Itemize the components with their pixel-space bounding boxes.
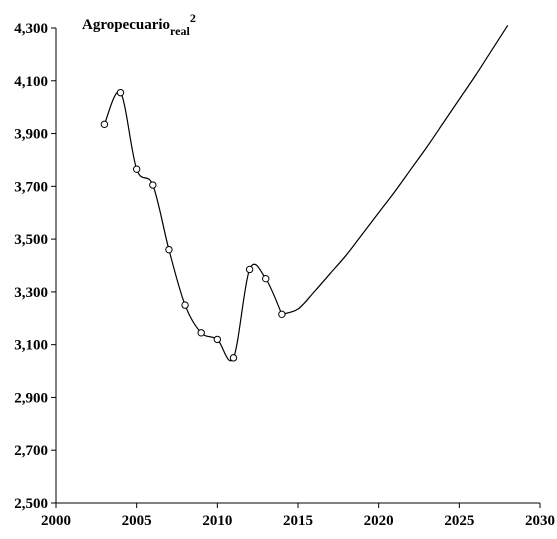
data-point xyxy=(100,120,109,129)
data-point xyxy=(181,301,189,309)
data-point xyxy=(197,329,205,337)
data-point xyxy=(245,265,254,274)
data-point xyxy=(213,335,222,344)
data-point xyxy=(262,274,270,283)
y-tick-label: 3,700 xyxy=(14,179,48,195)
data-point xyxy=(229,354,238,362)
y-tick-label: 3,300 xyxy=(14,285,48,301)
x-tick-label: 2020 xyxy=(364,513,394,529)
y-tick-label: 2,500 xyxy=(14,496,48,512)
y-tick-label: 4,300 xyxy=(14,21,48,37)
markers xyxy=(100,88,286,362)
series xyxy=(103,25,509,362)
y-tick-label: 4,100 xyxy=(14,74,48,90)
series-line xyxy=(103,91,283,362)
y-tick-label: 3,900 xyxy=(14,127,48,143)
x-tick-label: 2010 xyxy=(202,513,232,529)
y-tick-label: 2,900 xyxy=(14,390,48,406)
data-point xyxy=(132,165,141,173)
data-point xyxy=(116,88,125,97)
x-tick-label: 2000 xyxy=(41,513,71,529)
chart-title-subscript: real xyxy=(170,24,190,38)
y-tick-label: 3,100 xyxy=(14,338,48,354)
x-tick-label: 2005 xyxy=(122,513,152,529)
ticks: 2,500 2,700 2,900 3,100 3,300 3,500 3,700 3,900… xyxy=(14,21,555,529)
x-tick-label: 2030 xyxy=(525,513,555,529)
data-point xyxy=(165,245,173,254)
axes xyxy=(55,28,540,504)
data-point xyxy=(149,181,157,189)
projection-line xyxy=(281,25,509,315)
chart-title-base: Agropecuario xyxy=(82,17,170,33)
x-tick-label: 2015 xyxy=(283,513,313,529)
y-tick-label: 3,500 xyxy=(14,232,48,248)
y-tick-label: 2,700 xyxy=(14,443,48,459)
chart-title-superscript: 2 xyxy=(190,11,196,25)
data-point xyxy=(278,310,286,319)
x-tick-label: 2025 xyxy=(444,513,474,529)
chart-title: Agropecuarioreal2 xyxy=(82,11,196,38)
